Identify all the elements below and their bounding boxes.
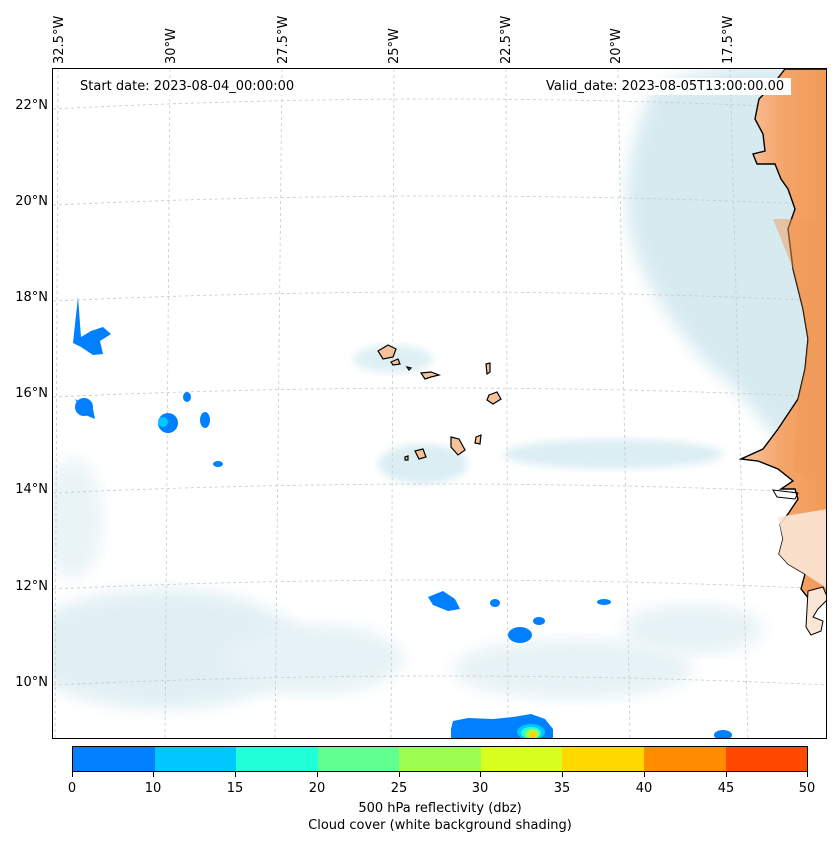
cell-west-4 [200, 412, 210, 428]
cloud-near-coast [627, 69, 826, 488]
colorbar-tick [399, 772, 400, 777]
cell-small-2 [533, 617, 545, 625]
colorbar-tick-label-15: 15 [226, 781, 244, 796]
colorbar-tick [562, 772, 563, 777]
colorbar-tick [480, 772, 481, 777]
island-sao-nicolau [419, 371, 442, 380]
lat-label-18n: 18°N [15, 290, 48, 305]
cloud-south-2 [623, 604, 763, 654]
cell-northwest [73, 297, 111, 355]
gambia-river [772, 489, 799, 500]
colorbar-tick [72, 772, 73, 777]
cloud-islands-south [378, 444, 468, 484]
cloud-west [53, 459, 103, 579]
island-maio [474, 434, 482, 445]
colorbar-segment-10-15 [154, 747, 237, 771]
colorbar-segment-25-30 [399, 747, 481, 771]
island-fogo [414, 448, 427, 460]
lat-label-14n: 14°N [15, 482, 48, 497]
island-santa-luzia [405, 366, 413, 371]
lat-label-10n: 10°N [15, 675, 48, 690]
colorbar-segment-40-45 [643, 747, 726, 771]
island-boa-vista [486, 391, 502, 405]
cell-small-3 [597, 599, 611, 605]
colorbar-segment-0-10 [73, 747, 155, 771]
lat-label-20n: 20°N [15, 194, 48, 209]
colorbar-sublabel: Cloud cover (white background shading) [308, 818, 572, 833]
cloud-cover-shading [53, 69, 826, 709]
colorbar-tick-label-50: 50 [798, 781, 816, 796]
lon-label-32-5w: 32.5°W [52, 15, 67, 64]
colorbar-tick-label-45: 45 [717, 781, 735, 796]
colorbar-segment-30-35 [480, 747, 563, 771]
guinea-bissau-coast [805, 586, 826, 636]
colorbar-tick [644, 772, 645, 777]
cloud-south-1 [453, 639, 693, 699]
lon-label-30w: 30°W [164, 28, 179, 64]
lon-label-22-5w: 22.5°W [499, 15, 514, 64]
valid-date-label: Valid_date: 2023-08-05T13:00:00.00 [539, 78, 792, 95]
start-date-label: Start date: 2023-08-04_00:00:00 [73, 78, 302, 95]
graticule [53, 69, 826, 738]
cloud-southwest-2 [223, 624, 403, 694]
lon-label-20w: 20°W [609, 28, 624, 64]
colorbar-tick-label-25: 25 [390, 781, 408, 796]
cell-south-central [428, 591, 460, 611]
island-santo-antao [377, 344, 397, 360]
colorbar-tick [235, 772, 236, 777]
island-santiago [450, 436, 466, 456]
colorbar-segment-35-40 [562, 747, 644, 771]
lon-label-25w: 25°W [387, 28, 402, 64]
colorbar-label: 500 hPa reflectivity (dbz) [358, 801, 522, 816]
cell-west-5 [213, 461, 223, 467]
colorbar-tick [807, 772, 808, 777]
island-sal [485, 362, 491, 376]
lat-label-12n: 12°N [15, 579, 48, 594]
africa-inland-tint [773, 219, 826, 488]
colorbar-tick [153, 772, 154, 777]
colorbar-tick-label-20: 20 [308, 781, 326, 796]
island-brava [404, 455, 409, 461]
map-canvas [53, 69, 826, 738]
lon-label-17-5w: 17.5°W [721, 15, 736, 64]
cell-south-2 [508, 627, 532, 643]
map-panel: Start date: 2023-08-04_00:00:00 Valid_da… [52, 68, 827, 739]
lat-label-16n: 16°N [15, 386, 48, 401]
colorbar [72, 746, 808, 772]
reflectivity-core [158, 417, 545, 738]
colorbar-segment-15-20 [236, 747, 318, 771]
colorbar-tick [726, 772, 727, 777]
colorbar-tick [317, 772, 318, 777]
colorbar-tick-label-35: 35 [553, 781, 571, 796]
cloud-band-east [503, 439, 723, 469]
cape-verde-islands [377, 344, 502, 461]
cell-small-1 [490, 599, 500, 607]
colorbar-segment-20-25 [317, 747, 400, 771]
colorbar-tick-label-40: 40 [635, 781, 653, 796]
cell-bottom-right [714, 730, 732, 738]
colorbar-segment-45-50 [725, 747, 808, 771]
island-sao-vicente [390, 358, 401, 366]
colorbar-tick-label-0: 0 [67, 781, 77, 796]
colorbar-tick-label-10: 10 [144, 781, 162, 796]
colorbar-tick-label-30: 30 [471, 781, 489, 796]
lat-label-22n: 22°N [15, 98, 48, 113]
lon-label-27-5w: 27.5°W [276, 15, 291, 64]
cell-west-3 [183, 392, 191, 402]
senegal-gambia-white [778, 509, 826, 588]
